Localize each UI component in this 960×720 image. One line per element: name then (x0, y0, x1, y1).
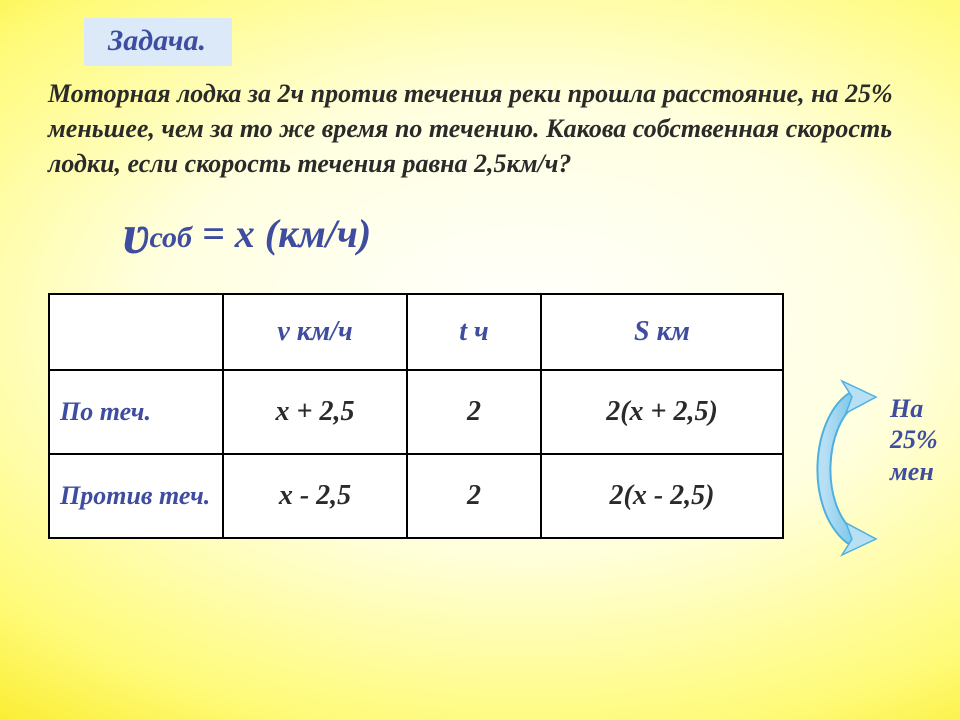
formula-subscript: соб (149, 221, 192, 254)
annotation-line: На (890, 393, 960, 424)
formula-rest: = х (км/ч) (192, 211, 371, 256)
row-label-downstream: По теч. (49, 370, 223, 454)
formula-v-glyph: ʋ (122, 203, 149, 267)
cell-t-0: 2 (407, 370, 541, 454)
slide-content: Задача. Моторная лодка за 2ч против тече… (0, 0, 960, 720)
header-t: t ч (407, 294, 541, 370)
header-blank (49, 294, 223, 370)
title-text: Задача. (108, 24, 206, 57)
header-v: v км/ч (223, 294, 407, 370)
curved-arrow-icon (804, 375, 894, 565)
table-header-row: v км/ч t ч S км (49, 294, 783, 370)
formula: ʋсоб = х (км/ч) (122, 203, 926, 267)
annotation-line: 25% (890, 424, 960, 455)
table-row: По теч. х + 2,5 2 2(х + 2,5) (49, 370, 783, 454)
cell-t-1: 2 (407, 454, 541, 538)
table-row: Против теч. х - 2,5 2 2(х - 2,5) (49, 454, 783, 538)
cell-v-0: х + 2,5 (223, 370, 407, 454)
header-s: S км (541, 294, 783, 370)
title-box: Задача. (84, 18, 232, 66)
annotation-line: мен (890, 456, 960, 487)
cell-s-0: 2(х + 2,5) (541, 370, 783, 454)
row-label-upstream: Против теч. (49, 454, 223, 538)
table-wrap: v км/ч t ч S км По теч. х + 2,5 2 2(х + … (48, 293, 926, 539)
annotation-text: На 25% мен (890, 393, 960, 487)
cell-s-1: 2(х - 2,5) (541, 454, 783, 538)
problem-statement: Моторная лодка за 2ч против течения реки… (48, 76, 916, 181)
data-table: v км/ч t ч S км По теч. х + 2,5 2 2(х + … (48, 293, 784, 539)
cell-v-1: х - 2,5 (223, 454, 407, 538)
